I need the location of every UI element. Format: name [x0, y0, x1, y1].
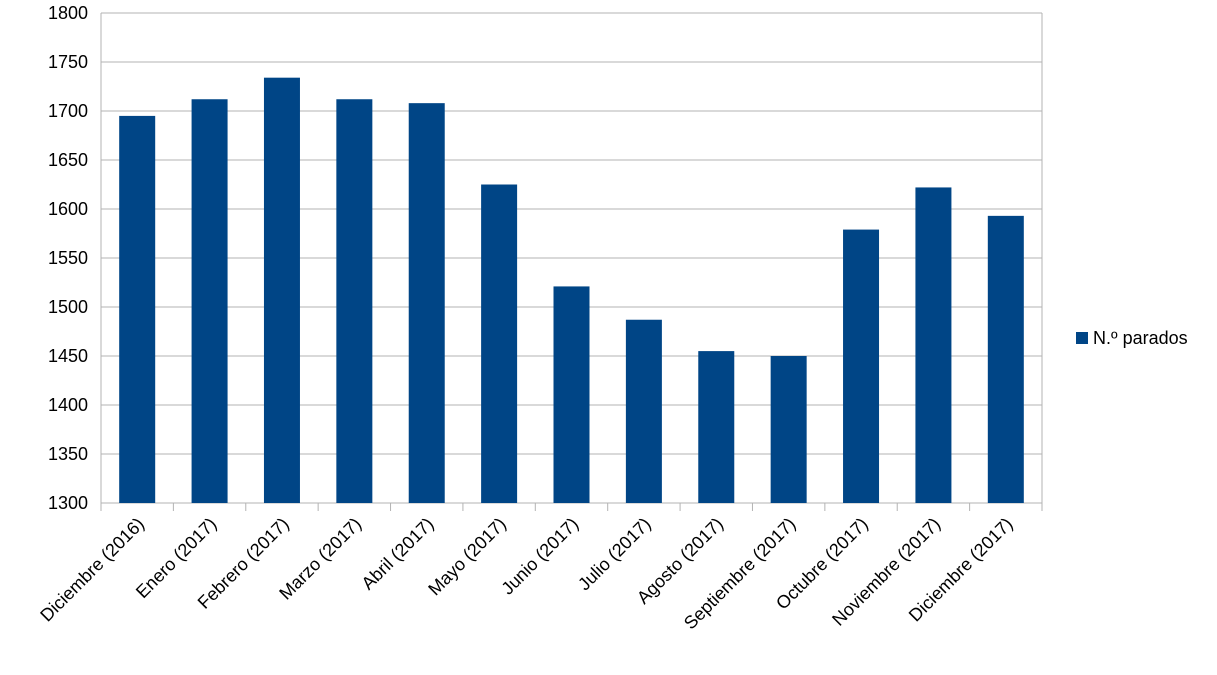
- legend: N.º parados: [1076, 328, 1188, 348]
- bar: [191, 99, 228, 504]
- x-tick-label: Mayo (2017): [424, 514, 510, 600]
- x-tick-label: Junio (2017): [497, 514, 582, 599]
- x-axis-tick-labels: Diciembre (2016)Enero (2017)Febrero (201…: [36, 514, 1016, 634]
- bar: [843, 229, 880, 503]
- y-tick-label: 1600: [48, 199, 88, 219]
- y-tick-label: 1450: [48, 346, 88, 366]
- y-tick-label: 1500: [48, 297, 88, 317]
- y-tick-label: 1400: [48, 395, 88, 415]
- x-tick-label: Abril (2017): [358, 514, 438, 594]
- y-tick-label: 1700: [48, 101, 88, 121]
- y-tick-label: 1650: [48, 150, 88, 170]
- y-tick-label: 1300: [48, 493, 88, 513]
- legend-label: N.º parados: [1093, 328, 1188, 348]
- bars: [119, 77, 1024, 504]
- bar: [336, 99, 373, 504]
- x-axis: [100, 503, 1043, 511]
- y-tick-label: 1550: [48, 248, 88, 268]
- legend-swatch: [1076, 332, 1088, 344]
- bar: [481, 184, 518, 503]
- y-tick-label: 1800: [48, 3, 88, 23]
- bar: [625, 319, 662, 503]
- x-tick-label: Diciembre (2016): [36, 514, 148, 626]
- bar: [263, 77, 300, 504]
- bar: [119, 115, 156, 504]
- x-tick-label: Julio (2017): [574, 514, 655, 595]
- y-tick-label: 1750: [48, 52, 88, 72]
- y-tick-label: 1350: [48, 444, 88, 464]
- bar: [698, 351, 735, 503]
- bar: [770, 356, 807, 503]
- y-axis-tick-labels: 1300 1350 1400 1450 1500 1550 1600 1650 1700 1750…: [48, 3, 88, 513]
- bar: [915, 187, 952, 503]
- bar: [553, 286, 590, 503]
- bar: [987, 215, 1024, 504]
- bar: [408, 103, 445, 503]
